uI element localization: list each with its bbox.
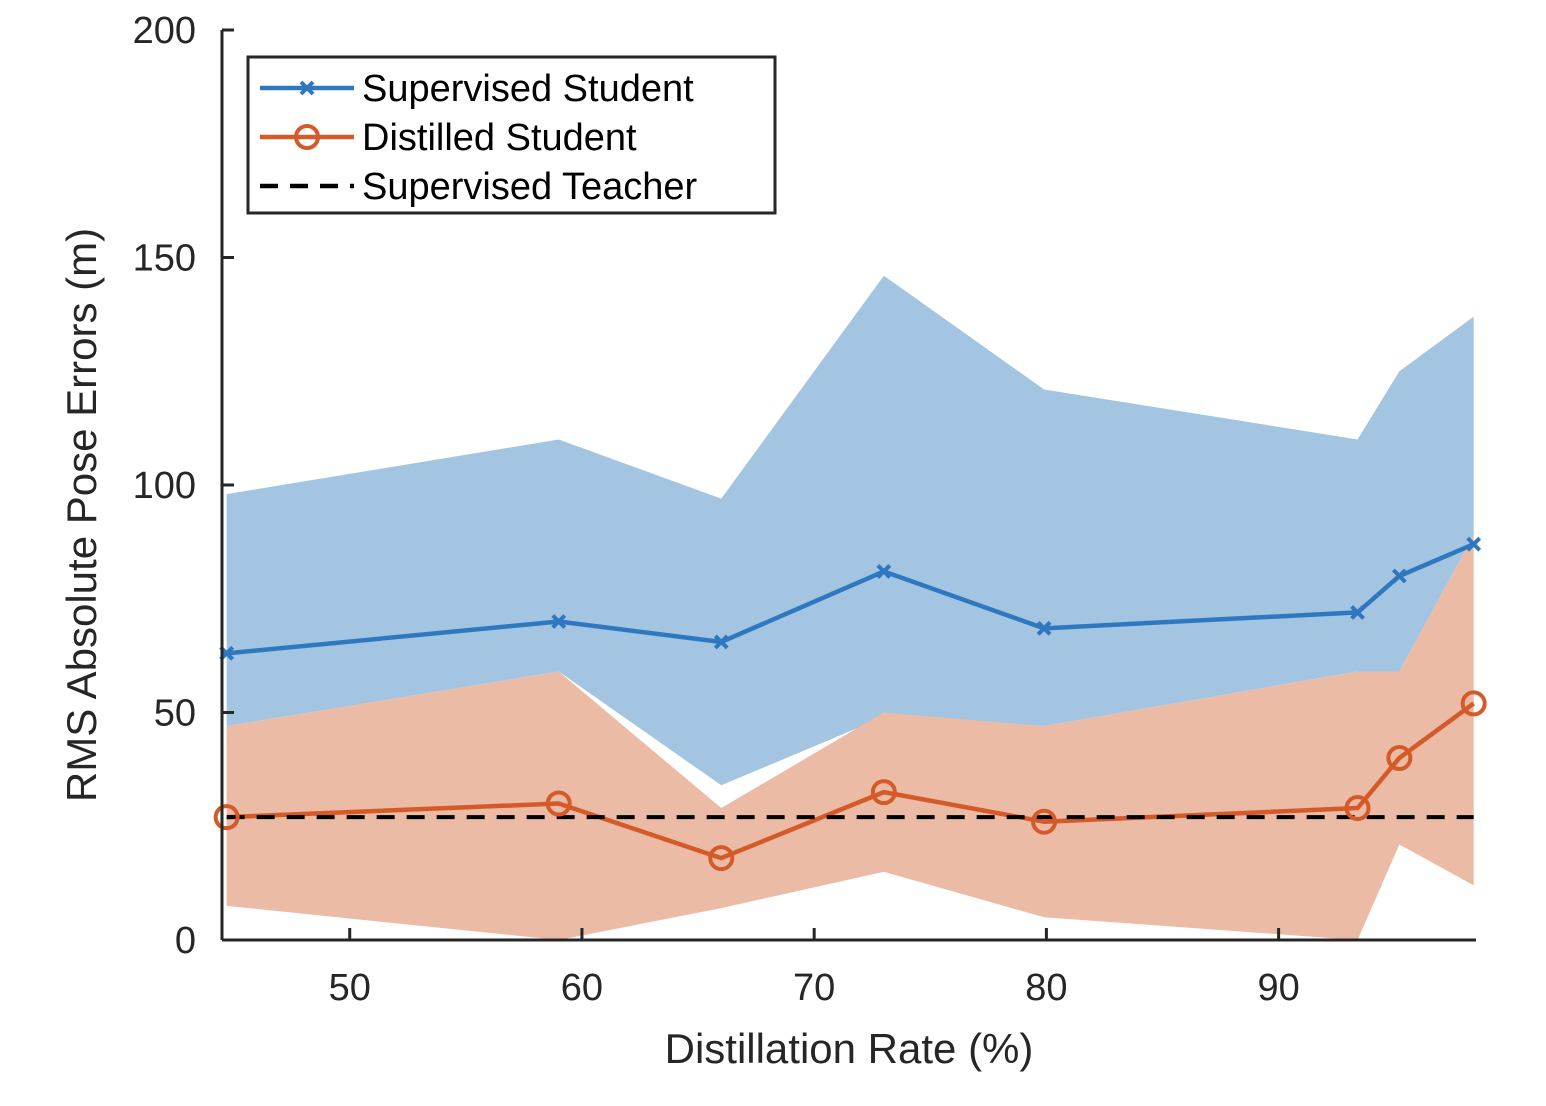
- y-tick-label: 200: [133, 10, 196, 52]
- x-axis-title: Distillation Rate (%): [665, 1025, 1034, 1072]
- legend-label-supervised-teacher: Supervised Teacher: [362, 166, 698, 208]
- confidence-bands: [226, 275, 1474, 940]
- band-distilled-student: [226, 535, 1474, 940]
- axes: [220, 28, 1476, 942]
- point-supervised-student: [1466, 536, 1482, 552]
- band-supervised-student: [226, 275, 1474, 786]
- y-axis-title: RMS Absolute Pose Errors (m): [58, 228, 105, 802]
- tick-labels: 50 60 70 80 90 0 50 100 150 200: [133, 10, 1300, 1009]
- point-distilled-student: [1460, 690, 1487, 717]
- x-tick-label: 80: [1025, 967, 1067, 1009]
- point-supervised-student: [713, 634, 729, 650]
- point-supervised-student: [551, 614, 567, 629]
- point-distilled-student: [213, 804, 240, 831]
- y-tick-label: 50: [154, 693, 196, 735]
- point-distilled-student: [1386, 745, 1413, 771]
- legend-marker-distilled-student: [294, 124, 320, 150]
- y-tick-label: 100: [133, 465, 196, 507]
- point-supervised-student: [1391, 568, 1407, 584]
- x-tick-label: 90: [1257, 967, 1299, 1009]
- legend: Supervised Student Distilled Student Super…: [246, 55, 777, 215]
- x-tick-label: 60: [561, 967, 603, 1009]
- x-tick-label: 70: [793, 967, 835, 1009]
- point-supervised-student: [876, 564, 892, 579]
- line-supervised-student: [226, 542, 1475, 656]
- y-tick-label: 0: [175, 920, 196, 962]
- y-tick-label: 150: [133, 238, 196, 280]
- legend-label-supervised-student: Supervised Student: [362, 68, 694, 110]
- legend-label-distilled-student: Distilled Student: [362, 117, 637, 159]
- legend-entries: Supervised Student Distilled Student Super…: [260, 68, 698, 208]
- x-tick-label: 50: [329, 967, 371, 1009]
- point-distilled-student: [1344, 795, 1371, 822]
- point-distilled-student: [870, 779, 897, 806]
- point-supervised-student: [1036, 620, 1052, 636]
- legend-marker-supervised-student: [299, 80, 315, 96]
- point-distilled-student: [1031, 808, 1058, 835]
- point-distilled-student: [545, 790, 572, 817]
- point-distilled-student: [708, 845, 735, 872]
- point-supervised-student: [1350, 604, 1365, 620]
